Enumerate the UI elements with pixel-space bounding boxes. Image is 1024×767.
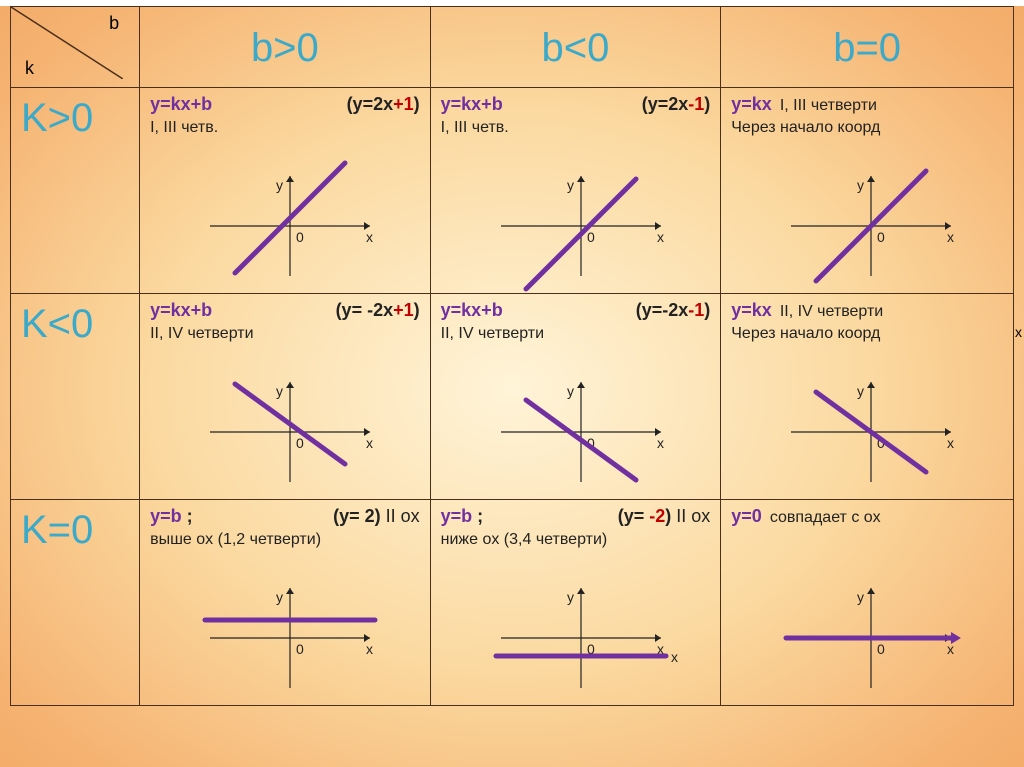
example-red: -1 xyxy=(688,94,704,114)
svg-text:x: x xyxy=(657,229,664,245)
corner-cell: b k xyxy=(11,7,140,88)
graph: x y 0 xyxy=(190,362,390,497)
cell-r1c2: y=kx+b (y=2x-1) I, III четв. x y 0 xyxy=(430,88,721,294)
svg-text:y: y xyxy=(276,383,283,399)
formula: y=kx xyxy=(731,94,772,114)
example-red: +1 xyxy=(393,94,414,114)
svg-text:x: x xyxy=(366,641,373,657)
cell-r3c3: y=0 совпадает с ox x y 0 xyxy=(721,500,1014,706)
tail: II ox xyxy=(671,506,710,526)
example-red: +1 xyxy=(393,300,414,320)
example-pre: (y=2x xyxy=(642,94,689,114)
svg-text:0: 0 xyxy=(296,435,304,451)
svg-text:x: x xyxy=(657,435,664,451)
svg-text:x: x xyxy=(366,229,373,245)
desc1: совпадает с ox xyxy=(770,509,881,526)
formula: y=kx+b xyxy=(441,94,503,114)
svg-text:y: y xyxy=(276,177,283,193)
linear-function-table: b k b>0 b<0 b=0 K>0 y=kx+b(y=2x+1)I, III… xyxy=(10,6,1014,706)
svg-text:y: y xyxy=(857,589,864,605)
cell-r3c1: y=b ; (y= 2) II ox выше ox (1,2 четверти… xyxy=(140,500,431,706)
corner-k: k xyxy=(25,58,34,79)
formula: y=kx xyxy=(731,300,772,320)
desc: выше ox (1,2 четверти) xyxy=(150,531,420,549)
desc2: Через начало коорд xyxy=(731,325,1003,343)
desc2: Через начало коорд xyxy=(731,119,1003,137)
tail: II ox xyxy=(381,506,420,526)
svg-text:x: x xyxy=(947,229,954,245)
desc: I, III четв. xyxy=(150,119,420,137)
row-header-3: K=0 xyxy=(11,500,140,706)
example-post: ) xyxy=(414,94,420,114)
semi: ; xyxy=(472,506,483,526)
example-red: -2 xyxy=(649,506,665,526)
cell-r2c2: y=kx+b (y=-2x-1) II, IV четверти x y 0 xyxy=(430,294,721,500)
formula: y=b xyxy=(441,506,473,526)
semi: ; xyxy=(182,506,193,526)
desc: II, IV четверти xyxy=(150,325,420,343)
svg-text:y: y xyxy=(276,589,283,605)
desc: ниже ox (3,4 четверти) xyxy=(441,531,711,549)
svg-text:0: 0 xyxy=(296,641,304,657)
svg-text:0: 0 xyxy=(877,641,885,657)
example-pre: (y=2x xyxy=(347,94,394,114)
formula: y=kx+b xyxy=(150,94,212,114)
desc1: I, III четверти xyxy=(780,97,877,114)
desc: I, III четв. xyxy=(441,119,711,137)
stray-x-label: x xyxy=(1015,324,1022,340)
col-header-3: b=0 xyxy=(721,7,1014,88)
graph: x y 0 xyxy=(481,362,681,497)
svg-text:y: y xyxy=(857,177,864,193)
cell-r1c3: y=kx I, III четверти Через начало коорд x … xyxy=(721,88,1014,294)
example-pre: (y= -2x xyxy=(336,300,394,320)
graph: x y 0 xyxy=(771,568,971,703)
cell-r2c3: y=kx II, IV четверти Через начало коорд x … xyxy=(721,294,1014,500)
graph: x y 0x xyxy=(481,568,681,703)
row-header-1: K>0 xyxy=(11,88,140,294)
svg-text:y: y xyxy=(857,383,864,399)
col-header-1: b>0 xyxy=(140,7,431,88)
svg-text:y: y xyxy=(567,589,574,605)
svg-text:x: x xyxy=(947,641,954,657)
cell-r3c2: y=b ; (y= -2) II ox ниже ox (3,4 четверт… xyxy=(430,500,721,706)
formula: y=kx+b xyxy=(441,300,503,320)
example-pre: (y= 2) xyxy=(333,506,381,526)
example-post: ) xyxy=(704,300,710,320)
example-red: -1 xyxy=(688,300,704,320)
desc: II, IV четверти xyxy=(441,325,711,343)
example-pre: (y= xyxy=(618,506,650,526)
cell-r1c1: y=kx+b (y=2x+1) I, III четв. x y 0 xyxy=(140,88,431,294)
svg-text:0: 0 xyxy=(296,229,304,245)
example-pre: (y=-2x xyxy=(636,300,689,320)
graph: x y 0 xyxy=(771,156,971,291)
formula: y=b xyxy=(150,506,182,526)
formula: y=0 xyxy=(731,506,762,526)
example-post: ) xyxy=(414,300,420,320)
graph: x y 0 xyxy=(771,362,971,497)
svg-text:0: 0 xyxy=(587,229,595,245)
cell-r2c1: y=kx+b (y= -2x+1) II, IV четверти x y 0 xyxy=(140,294,431,500)
col-header-2: b<0 xyxy=(430,7,721,88)
corner-b: b xyxy=(109,13,119,34)
desc1: II, IV четверти xyxy=(780,303,883,320)
formula: y=kx+b xyxy=(150,300,212,320)
example-post: ) xyxy=(704,94,710,114)
row-header-2: K<0 xyxy=(11,294,140,500)
svg-text:y: y xyxy=(567,383,574,399)
svg-text:y: y xyxy=(567,177,574,193)
svg-text:0: 0 xyxy=(877,229,885,245)
svg-text:x: x xyxy=(366,435,373,451)
graph: x y 0 xyxy=(481,156,681,291)
svg-text:x: x xyxy=(671,649,678,665)
graph: x y 0 xyxy=(190,156,390,291)
graph: x y 0 xyxy=(190,568,390,703)
svg-text:x: x xyxy=(947,435,954,451)
